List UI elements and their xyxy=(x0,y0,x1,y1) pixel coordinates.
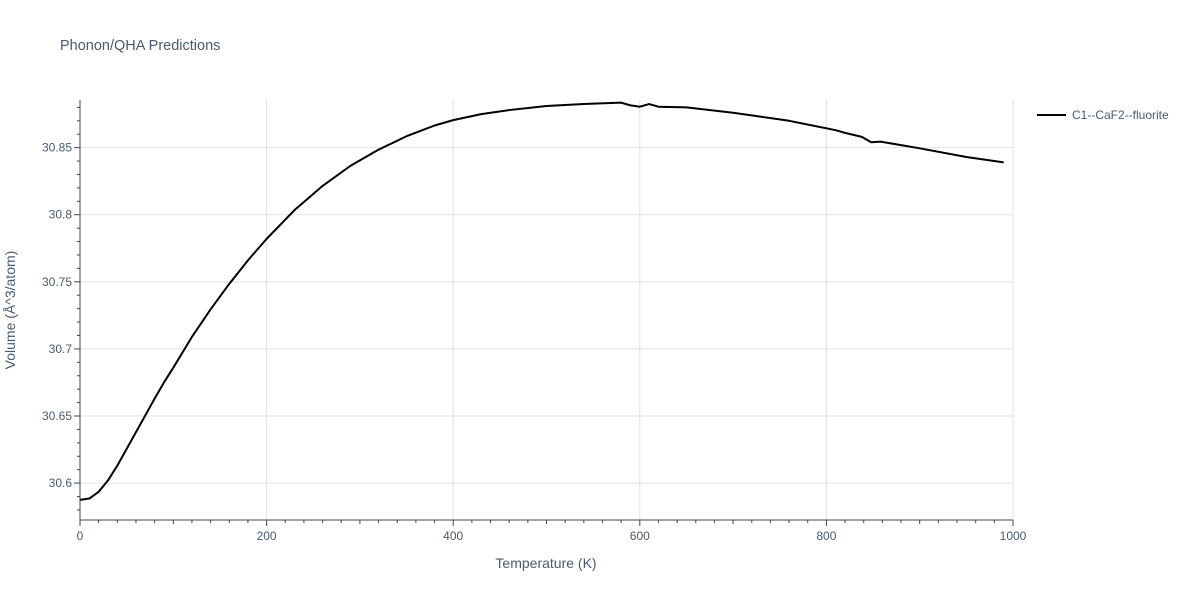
tick-labels: 0 200 400 600 800 1000 30.6 30.65 30.7 30.75 30.8 3… xyxy=(42,141,1027,543)
legend-item[interactable]: C1--CaF2--fluorite xyxy=(1037,108,1169,122)
x-tick-label: 0 xyxy=(77,529,84,543)
x-tick-label: 600 xyxy=(630,529,650,543)
x-tick-label: 400 xyxy=(443,529,463,543)
legend-label: C1--CaF2--fluorite xyxy=(1072,108,1169,122)
chart-title: Phonon/QHA Predictions xyxy=(60,38,220,54)
series-line xyxy=(79,101,1004,501)
x-tick-label: 800 xyxy=(816,529,836,543)
series-layer xyxy=(79,101,1004,501)
y-axis-title: Volume (Å^3/atom) xyxy=(2,251,18,370)
y-tick-label: 30.6 xyxy=(49,476,73,490)
x-axis-title: Temperature (K) xyxy=(495,555,596,571)
y-tick-label: 30.65 xyxy=(42,409,72,423)
y-tick-label: 30.8 xyxy=(49,208,73,222)
axes xyxy=(74,100,1014,526)
y-tick-label: 30.85 xyxy=(42,141,72,155)
x-tick-label: 1000 xyxy=(1000,529,1027,543)
y-tick-label: 30.7 xyxy=(49,342,73,356)
grid-lines xyxy=(80,100,1014,520)
y-tick-label: 30.75 xyxy=(42,275,72,289)
legend[interactable]: C1--CaF2--fluorite xyxy=(1037,108,1169,122)
x-tick-label: 200 xyxy=(257,529,277,543)
